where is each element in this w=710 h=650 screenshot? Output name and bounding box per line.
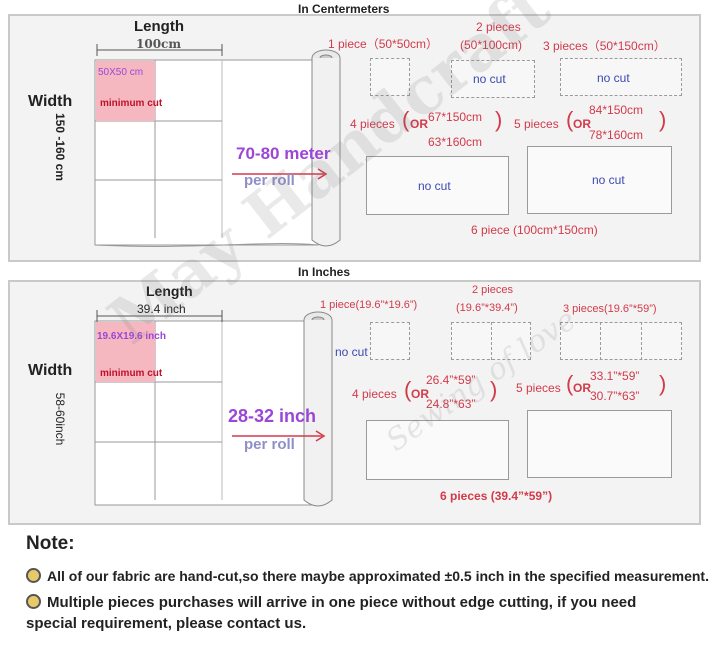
cm-4-pieces-paren-close: ) (495, 107, 503, 132)
cm-5-pieces-paren-open: ( (566, 107, 574, 132)
cm-minimum-cut-cell (96, 61, 155, 121)
cm-2-pieces-box (451, 60, 535, 98)
inch-6-pieces-label: 6 pieces (39.4”*59”) (440, 489, 553, 503)
cm-section-title: In Centermeters (298, 2, 390, 16)
bullet-icon (26, 594, 41, 609)
inch-4-pieces-paren-close: ) (490, 377, 498, 402)
inch-5-pieces-paren-open: ( (566, 371, 574, 396)
inch-1-piece-box (370, 322, 410, 360)
inch-section-title: In Inches (298, 265, 351, 279)
inch-4-pieces-paren-open: ( (404, 377, 412, 402)
cm-4-pieces-size-b: 63*160cm (428, 135, 483, 149)
inch-5-pieces-size-a: 33.1”*59” (590, 369, 640, 383)
cm-3-pieces-label: 3 pieces（50*150cm） (543, 39, 666, 53)
cm-5-pieces-label: 5 pieces (514, 117, 559, 131)
inch-6-pieces-box-right (527, 410, 672, 478)
note-item-1: All of our fabric are hand-cut,so there … (26, 565, 709, 587)
inch-width-value: 58-60inch (53, 392, 67, 446)
cm-cell-size-label: 50X50 cm (98, 67, 144, 78)
cm-4-pieces-paren-open: ( (402, 107, 410, 132)
cm-6-piece-no-cut-left: no cut (418, 179, 451, 193)
inch-length-value: 39.4 inch (137, 302, 186, 316)
cm-6-piece-label: 6 piece (100cm*150cm) (471, 223, 598, 237)
cm-6-piece-box-left (366, 156, 509, 215)
inch-5-pieces-size-b: 30.7”*63” (590, 389, 640, 403)
cm-2-pieces-size: (50*100cm) (460, 38, 523, 52)
bullet-icon (26, 568, 41, 583)
cm-length-value: 100cm (136, 37, 182, 51)
inch-4-pieces-size-b: 24.8”*63” (426, 397, 476, 411)
inch-2-pieces-divider (491, 322, 492, 360)
inch-6-pieces-box-left (366, 420, 509, 480)
inch-2-pieces-label: 2 pieces (472, 284, 513, 296)
cm-5-pieces-size-a: 84*150cm (589, 103, 644, 117)
inch-3-pieces-box (560, 322, 682, 360)
cm-2-pieces-no-cut: no cut (473, 72, 506, 86)
note-item-1-text: All of our fabric are hand-cut,so there … (47, 568, 709, 584)
note-item-2-text: Multiple pieces purchases will arrive in… (47, 594, 637, 611)
cm-4-pieces-label: 4 pieces (350, 117, 395, 131)
inch-3-pieces-divider-1 (600, 322, 601, 360)
note-item-2: Multiple pieces purchases will arrive in… (26, 592, 636, 614)
note-item-2-continued: special requirement, please contact us. (26, 615, 307, 632)
inch-4-pieces-or: OR (411, 387, 429, 401)
cm-5-pieces-paren-close: ) (659, 107, 667, 132)
cm-6-piece-no-cut-right: no cut (592, 173, 625, 187)
cm-width-label: Width (28, 93, 73, 110)
note-title: Note: (26, 533, 75, 554)
cm-4-pieces-size-a: 67*150cm (428, 110, 483, 124)
inch-per-roll: per roll (244, 436, 295, 453)
inch-5-pieces-or: OR (573, 381, 591, 395)
inch-5-pieces-label: 5 pieces (516, 381, 561, 395)
inch-4-pieces-size-a: 26.4”*59” (426, 373, 476, 387)
cm-4-pieces-or: OR (410, 117, 428, 131)
inch-3-pieces-label: 3 pieces(19.6”*59”) (563, 303, 657, 315)
inch-4-pieces-label: 4 pieces (352, 387, 397, 401)
inch-minimum-cut-cell (96, 322, 155, 382)
inch-width-label: Width (28, 362, 73, 379)
cm-5-pieces-or: OR (573, 117, 591, 131)
inch-length-label: Length (146, 283, 193, 299)
inch-2-pieces-size: (19.6”*39.4”) (456, 302, 518, 314)
cm-1-piece-box (370, 58, 410, 96)
inch-1-piece-no-cut: no cut (335, 345, 368, 359)
cm-length-label: Length (134, 18, 184, 35)
inch-1-piece-label: 1 piece(19.6”*19.6”) (320, 299, 418, 311)
cm-per-roll: per roll (244, 172, 295, 189)
cm-6-piece-box-right (527, 146, 672, 214)
inch-roll-amount: 28-32 inch (228, 406, 317, 426)
cm-roll-amount: 70-80 meter (236, 144, 331, 163)
cm-5-pieces-size-b: 78*160cm (589, 128, 644, 142)
inch-minimum-cut-label: minimum cut (100, 368, 163, 379)
inch-3-pieces-divider-2 (641, 322, 642, 360)
cm-minimum-cut-label: minimum cut (100, 98, 163, 109)
inch-5-pieces-paren-close: ) (659, 371, 667, 396)
cm-3-pieces-no-cut: no cut (597, 71, 630, 85)
cm-2-pieces-label: 2 pieces (476, 20, 521, 34)
cm-3-pieces-box (560, 58, 682, 96)
inch-cell-size-label: 19.6X19.6 inch (97, 331, 166, 342)
cm-1-piece-label: 1 piece（50*50cm） (328, 37, 439, 51)
